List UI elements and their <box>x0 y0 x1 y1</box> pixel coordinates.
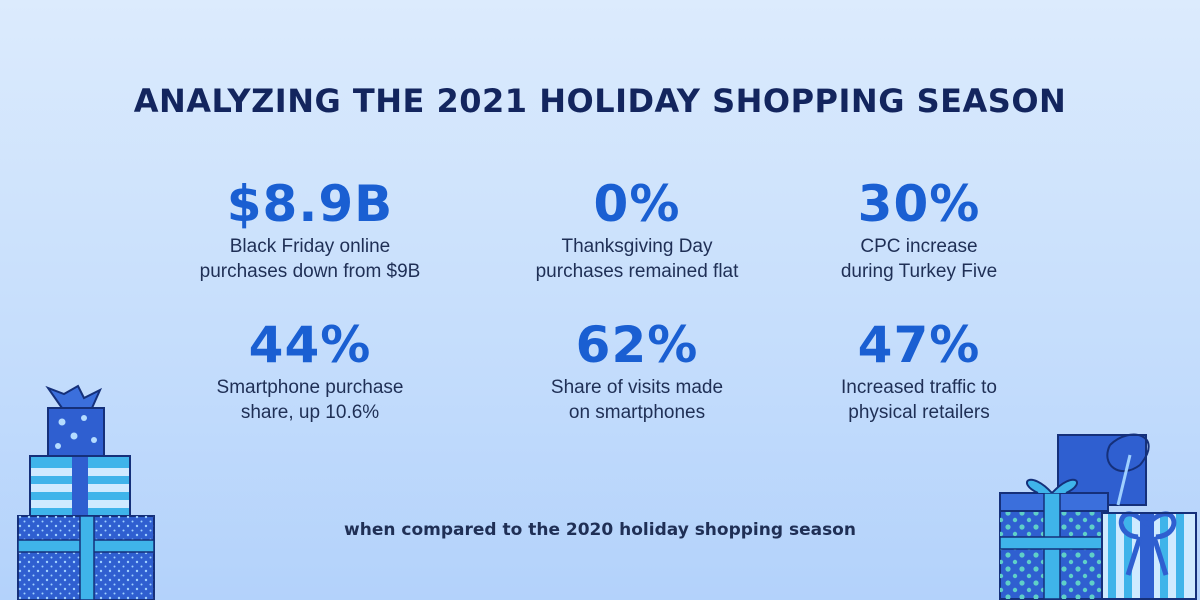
stat-smartphone-purchase: 44% Smartphone purchase share, up 10.6% <box>160 317 460 425</box>
stat-physical-traffic: 47% Increased traffic to physical retail… <box>769 317 1069 425</box>
stat-description: Increased traffic to physical retailers <box>769 375 1069 425</box>
gift-stack-left-icon <box>17 384 155 600</box>
stat-description-line: purchases remained flat <box>535 261 739 282</box>
stat-thanksgiving: 0% Thanksgiving Day purchases remained f… <box>487 176 787 284</box>
stat-value: 62% <box>575 316 699 374</box>
stat-description-line: Black Friday online <box>229 236 391 257</box>
gift-stack-right-icon <box>999 433 1197 600</box>
stat-description-line: share, up 10.6% <box>240 402 380 423</box>
stat-value: $8.9B <box>226 175 394 233</box>
stat-description-line: purchases down from $9B <box>199 261 421 282</box>
stat-description: Share of visits made on smartphones <box>487 375 787 425</box>
stat-description-line: on smartphones <box>568 402 706 423</box>
stat-description: Black Friday online purchases down from … <box>160 234 460 284</box>
stat-description: Thanksgiving Day purchases remained flat <box>487 234 787 284</box>
stat-description-line: Share of visits made <box>550 377 724 398</box>
stat-description: CPC increase during Turkey Five <box>769 234 1069 284</box>
stat-description-line: Smartphone purchase <box>216 377 404 398</box>
stat-description-line: Increased traffic to <box>841 377 997 398</box>
stat-description: Smartphone purchase share, up 10.6% <box>160 375 460 425</box>
stat-description-line: physical retailers <box>848 402 990 423</box>
stat-black-friday: $8.9B Black Friday online purchases down… <box>160 176 460 284</box>
page-title: ANALYZING THE 2021 HOLIDAY SHOPPING SEAS… <box>133 82 1067 120</box>
footnote: when compared to the 2020 holiday shoppi… <box>344 520 856 540</box>
stat-description-line: CPC increase <box>860 236 978 257</box>
stat-value: 44% <box>248 316 372 374</box>
stat-cpc: 30% CPC increase during Turkey Five <box>769 176 1069 284</box>
stat-description-line: during Turkey Five <box>840 261 998 282</box>
stat-smartphone-visits: 62% Share of visits made on smartphones <box>487 317 787 425</box>
stat-value: 47% <box>857 316 981 374</box>
stat-description-line: Thanksgiving Day <box>561 236 713 257</box>
stat-value: 30% <box>857 175 981 233</box>
stat-value: 0% <box>593 175 681 233</box>
